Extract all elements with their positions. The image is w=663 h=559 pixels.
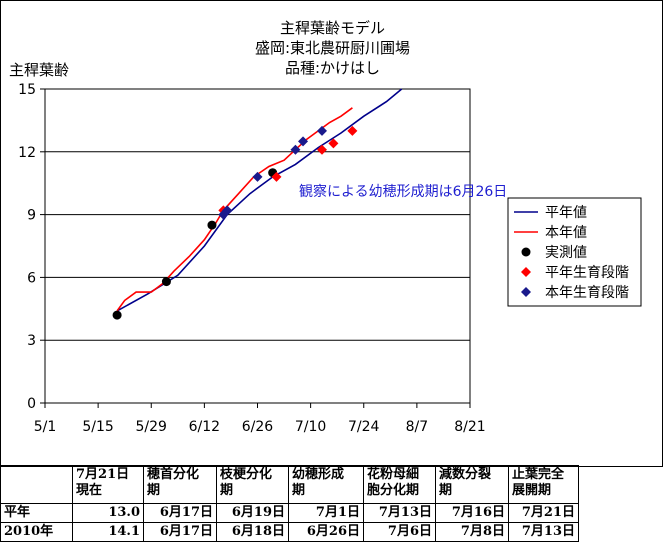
- chart-title-line-2: 盛岡:東北農研厨川圃場: [254, 39, 411, 57]
- legend-item: 平年生育段階: [521, 265, 629, 281]
- y-tick-label: 0: [27, 396, 36, 412]
- table-cell: 7月8日: [435, 522, 509, 542]
- table-header-cell: 減数分裂期: [435, 465, 509, 504]
- legend-label: 実測値: [545, 245, 587, 261]
- x-tick-label: 7/24: [348, 419, 380, 435]
- data-point: [222, 205, 233, 216]
- x-tick-label: 5/15: [82, 419, 113, 435]
- legend-label: 本年値: [545, 225, 587, 241]
- chart-title-line-3: 品種:かけはし: [284, 59, 381, 77]
- x-tick-label: 5/1: [34, 419, 57, 435]
- table-row: 2010年 14.1 6月17日 6月18日 6月26日 7月6日 7月8日 7月13日: [0, 522, 579, 542]
- data-point: [317, 125, 328, 136]
- y-tick-label: 6: [27, 270, 36, 286]
- table-cell: 6月17日: [143, 503, 217, 523]
- y-tick-label: 15: [18, 82, 36, 98]
- legend-label: 平年値: [545, 205, 587, 221]
- x-tick-label: 8/21: [454, 419, 485, 435]
- series-layer: [112, 88, 403, 320]
- table-cell: 7月13日: [363, 503, 436, 523]
- legend-item: 実測値: [521, 245, 587, 261]
- plot-area-border: [44, 88, 471, 404]
- data-point: [290, 144, 301, 155]
- legend-item: 平年値: [514, 205, 587, 221]
- table-header-cell: 幼穂形成期: [288, 465, 364, 504]
- y-tick-label: 9: [27, 208, 36, 224]
- table-header-cell: 花粉母細 胞分化期: [363, 465, 436, 504]
- legend-swatch-marker: [521, 287, 531, 297]
- y-axis-label: 主稈葉齢: [9, 61, 70, 79]
- x-tick-label: 5/29: [136, 419, 167, 435]
- legend-item: 本年生育段階: [521, 285, 629, 301]
- table-cell: 6月18日: [216, 522, 289, 542]
- y-tick-label: 3: [27, 333, 36, 349]
- data-point: [252, 171, 263, 182]
- table-cell: 7月21日: [508, 503, 579, 523]
- legend-label: 本年生育段階: [545, 285, 629, 301]
- data-point: [328, 138, 339, 149]
- legend-swatch-marker: [521, 267, 531, 277]
- table-header-row: 7月21日 現在 穂首分化期枝梗分化期幼穂形成期花粉母細 胞分化期 減数分裂期止葉完全展…: [0, 465, 579, 504]
- data-point: [271, 171, 282, 182]
- table-header-cell: 枝梗分化期: [216, 465, 289, 504]
- legend-item: 本年値: [514, 225, 587, 241]
- x-tick-label: 7/10: [295, 419, 326, 435]
- series-2: [116, 107, 353, 312]
- data-point: [298, 136, 309, 147]
- chart-title-line-1: 主稈葉齢モデル: [279, 19, 385, 37]
- table-cell: 6月19日: [216, 503, 289, 523]
- table-header-cell: 7月21日 現在: [72, 465, 144, 504]
- series-5: [218, 125, 328, 220]
- table-cell: 14.1: [72, 522, 144, 542]
- grid-layer: [45, 151, 470, 341]
- table-cell: 7月1日: [288, 503, 364, 523]
- series-line: [116, 107, 353, 312]
- data-point: [347, 125, 358, 136]
- tick-layer: 0 3 6 9 12 15 5/1 5/15 5/29 6/12 6/26 7/10 7/24 8/7 8/…: [18, 82, 486, 435]
- x-tick-label: 8/7: [406, 419, 429, 435]
- table-cell: 6月17日: [143, 522, 217, 542]
- legend-swatch-marker: [521, 247, 531, 257]
- table-cell: 7月6日: [363, 522, 436, 542]
- data-point: [112, 310, 122, 320]
- chart-plot: 0 3 6 9 12 15 5/1 5/15 5/29 6/12 6/26 7/10 7/24 8/7 8/…: [18, 82, 642, 435]
- table-cell: 7月16日: [435, 503, 509, 523]
- table-cell: 13.0: [72, 503, 144, 523]
- series-3: [112, 168, 278, 320]
- table-header-cell: [0, 465, 73, 504]
- x-tick-label: 6/12: [189, 419, 220, 435]
- x-tick-label: 6/26: [242, 419, 274, 435]
- table-row: 平年 13.0 6月17日 6月19日 7月1日 7月13日 7月16日 7月21日: [0, 503, 579, 523]
- data-point: [317, 144, 328, 155]
- stage-table: 7月21日 現在 穂首分化期枝梗分化期幼穂形成期花粉母細 胞分化期 減数分裂期止葉完全展…: [0, 465, 579, 542]
- table-row-label: 2010年: [0, 522, 73, 542]
- table-header-cell: 穂首分化期: [143, 465, 217, 504]
- table-header-cell: 止葉完全 展開期: [508, 465, 579, 504]
- table-cell: 7月13日: [508, 522, 579, 542]
- legend-label: 平年生育段階: [545, 265, 629, 281]
- series-4: [218, 125, 358, 216]
- y-tick-label: 12: [18, 145, 36, 161]
- table-cell: 6月26日: [288, 522, 364, 542]
- data-point: [207, 220, 217, 230]
- chart-frame: 主稈葉齢モデル 盛岡:東北農研厨川圃場 品種:かけはし 主稈葉齢 0 3 6 9 12 1…: [0, 0, 663, 467]
- table-row-label: 平年: [0, 503, 73, 523]
- annotation-text: 観察による幼穂形成期は6月26日: [299, 184, 508, 200]
- data-point: [161, 277, 171, 287]
